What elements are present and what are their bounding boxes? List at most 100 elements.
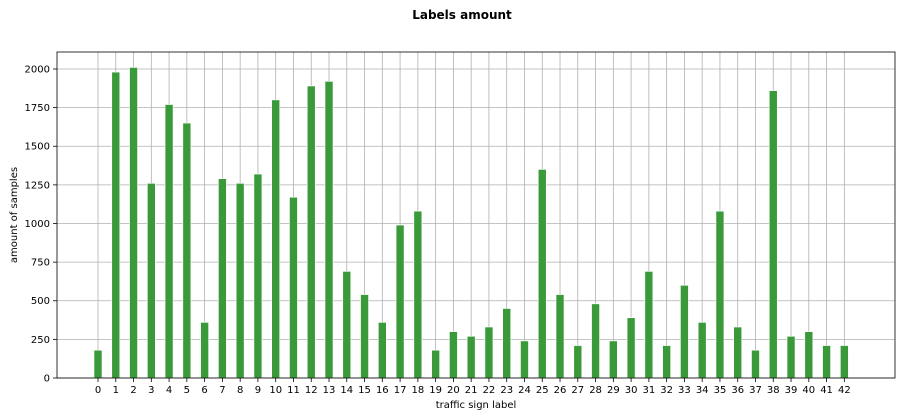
- bar-11: [289, 196, 298, 379]
- x-tick-label: 17: [394, 385, 407, 396]
- bar-34: [697, 322, 707, 379]
- x-tick-label: 11: [287, 385, 300, 396]
- x-tick-label: 2: [130, 385, 136, 396]
- bar-20: [449, 331, 458, 379]
- x-tick-label: 27: [571, 385, 584, 396]
- x-tick-label: 1: [113, 385, 119, 396]
- bar-17: [395, 224, 405, 379]
- x-tick-label: 12: [305, 385, 318, 396]
- bar-35: [715, 210, 725, 379]
- y-tick-label: 1250: [25, 180, 50, 191]
- x-tick-label: 42: [838, 385, 851, 396]
- x-tick-label: 9: [255, 385, 261, 396]
- bar-38: [768, 90, 778, 379]
- bar-41: [822, 345, 831, 379]
- bar-24: [520, 340, 529, 379]
- x-tick-label: 25: [536, 385, 549, 396]
- bar-27: [573, 345, 583, 379]
- x-tick-label: 38: [767, 385, 780, 396]
- bar-3: [147, 183, 156, 379]
- bar-31: [644, 271, 654, 379]
- bar-42: [840, 345, 849, 379]
- x-tick-label: 19: [429, 385, 442, 396]
- x-tick-label: 6: [201, 385, 207, 396]
- y-tick-label: 500: [31, 296, 50, 307]
- x-tick-label: 41: [820, 385, 833, 396]
- x-tick-label: 30: [625, 385, 638, 396]
- x-tick-label: 37: [749, 385, 762, 396]
- y-tick-label: 250: [31, 335, 50, 346]
- x-tick-label: 7: [219, 385, 225, 396]
- bar-2: [129, 67, 138, 379]
- x-tick-label: 28: [589, 385, 602, 396]
- y-tick-label: 0: [44, 374, 50, 385]
- y-tick-label: 1750: [25, 103, 50, 114]
- bar-33: [680, 284, 689, 379]
- y-axis-ticks: 0 250 500 750 1000 1250 1500 1750 2000: [25, 64, 57, 385]
- bar-23: [502, 308, 512, 379]
- x-axis-ticks: 0 1 2 3 4 5 6 7 8 9 10 11 12 13 14 15 16 17 18 19 20 21 22 23 24…: [95, 378, 851, 396]
- bar-29: [609, 340, 618, 379]
- bar-9: [253, 173, 263, 379]
- x-tick-label: 34: [696, 385, 709, 396]
- x-tick-label: 13: [323, 385, 336, 396]
- bar-39: [786, 335, 796, 379]
- bar-25: [537, 169, 547, 379]
- x-tick-label: 8: [237, 385, 243, 396]
- x-tick-label: 5: [184, 385, 190, 396]
- y-tick-label: 1000: [25, 219, 50, 230]
- x-tick-label: 23: [500, 385, 513, 396]
- bar-19: [431, 349, 440, 379]
- bar-28: [591, 303, 600, 379]
- bar-15: [360, 294, 369, 379]
- x-tick-label: 39: [785, 385, 798, 396]
- x-tick-label: 22: [483, 385, 496, 396]
- y-axis-label: amount of samples: [9, 167, 20, 263]
- x-tick-label: 33: [678, 385, 691, 396]
- x-tick-label: 15: [358, 385, 371, 396]
- x-tick-label: 29: [607, 385, 620, 396]
- y-tick-label: 1500: [25, 142, 50, 153]
- x-axis-label: traffic sign label: [436, 400, 517, 411]
- bar-21: [466, 335, 476, 379]
- bar-1: [111, 71, 121, 379]
- bar-6: [200, 322, 209, 379]
- x-tick-label: 40: [802, 385, 815, 396]
- bar-16: [378, 322, 387, 379]
- x-tick-label: 3: [148, 385, 154, 396]
- bar-5: [182, 122, 192, 379]
- x-tick-label: 35: [714, 385, 727, 396]
- x-tick-label: 4: [166, 385, 172, 396]
- bar-30: [626, 317, 636, 379]
- x-tick-label: 20: [447, 385, 460, 396]
- x-tick-label: 14: [340, 385, 353, 396]
- bar-13: [324, 81, 334, 379]
- bars: [93, 67, 849, 379]
- bar-7: [218, 178, 227, 379]
- bar-36: [733, 326, 743, 379]
- bar-10: [271, 99, 281, 379]
- x-tick-label: 18: [411, 385, 424, 396]
- bar-37: [751, 349, 760, 379]
- bar-0: [93, 349, 103, 379]
- x-tick-label: 24: [518, 385, 531, 396]
- x-tick-label: 10: [269, 385, 282, 396]
- bar-8: [235, 183, 245, 379]
- bar-22: [484, 326, 494, 379]
- x-tick-label: 36: [731, 385, 744, 396]
- bar-4: [164, 104, 174, 379]
- bar-18: [413, 210, 423, 379]
- y-tick-label: 2000: [25, 64, 50, 75]
- bar-12: [306, 85, 316, 379]
- x-tick-label: 26: [554, 385, 567, 396]
- x-tick-label: 16: [376, 385, 389, 396]
- x-tick-label: 0: [95, 385, 101, 396]
- chart-title: Labels amount: [412, 8, 512, 22]
- y-tick-label: 750: [31, 258, 50, 269]
- bar-40: [804, 331, 814, 379]
- bar-26: [555, 294, 565, 379]
- plot-frame: [56, 51, 896, 379]
- bar-14: [342, 271, 352, 379]
